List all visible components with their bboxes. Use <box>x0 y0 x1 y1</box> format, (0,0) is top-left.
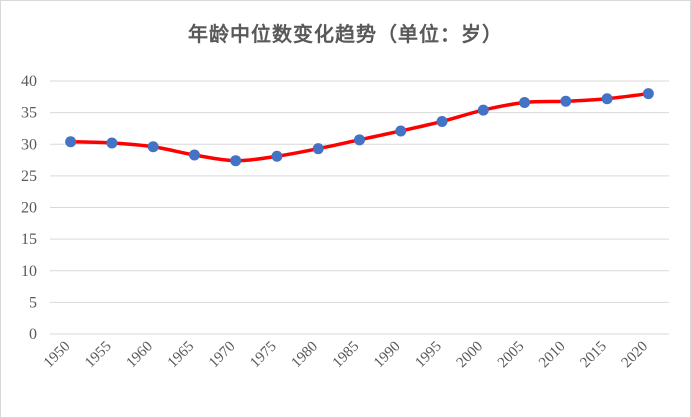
x-tick-label: 2010 <box>536 339 569 372</box>
x-tick-label: 1995 <box>412 339 445 372</box>
data-point-2005 <box>519 97 531 109</box>
x-tick-label: 1985 <box>330 339 363 372</box>
data-point-1970 <box>230 155 242 167</box>
data-point-1950 <box>65 136 77 148</box>
data-point-1955 <box>106 137 118 149</box>
data-point-1980 <box>312 143 324 155</box>
data-point-1975 <box>271 150 283 162</box>
data-point-2000 <box>477 104 489 116</box>
data-point-1965 <box>188 149 200 161</box>
x-tick-label: 1960 <box>123 339 156 372</box>
y-tick-label: 35 <box>21 105 37 122</box>
x-tick-label: 1965 <box>165 339 198 372</box>
x-tick-label: 1955 <box>82 339 115 372</box>
y-tick-label: 0 <box>29 326 37 343</box>
data-point-1990 <box>395 125 407 137</box>
x-tick-label: 1975 <box>247 339 280 372</box>
x-axis: 1950 1955 1960 1965 1970 1975 1980 1985 1990 1995… <box>41 339 651 372</box>
x-tick-label: 1980 <box>289 339 322 372</box>
data-point-2020 <box>642 88 654 100</box>
chart-title: 年龄中位数变化趋势（单位：岁） <box>188 22 503 46</box>
x-tick-label: 2005 <box>495 339 528 372</box>
y-tick-label: 30 <box>21 136 37 153</box>
gridlines <box>50 80 669 335</box>
y-tick-label: 5 <box>29 294 37 311</box>
x-tick-label: 1970 <box>206 339 239 372</box>
y-axis: 0 5 10 15 20 25 30 35 40 <box>21 73 37 343</box>
data-point-1985 <box>354 134 365 146</box>
y-tick-label: 40 <box>21 73 37 90</box>
series-group <box>65 88 654 167</box>
data-point-1960 <box>147 141 159 153</box>
x-tick-label: 2015 <box>577 339 610 372</box>
data-point-2010 <box>560 95 572 107</box>
x-tick-label: 1990 <box>371 339 404 372</box>
x-tick-label: 1950 <box>41 339 74 372</box>
y-tick-label: 15 <box>21 231 37 248</box>
y-tick-label: 20 <box>21 200 37 217</box>
y-tick-label: 10 <box>21 263 37 280</box>
x-tick-label: 2000 <box>454 339 487 372</box>
x-tick-label: 2020 <box>619 339 652 372</box>
y-tick-label: 25 <box>21 168 37 185</box>
data-point-1995 <box>436 115 448 127</box>
data-point-2015 <box>601 93 613 105</box>
